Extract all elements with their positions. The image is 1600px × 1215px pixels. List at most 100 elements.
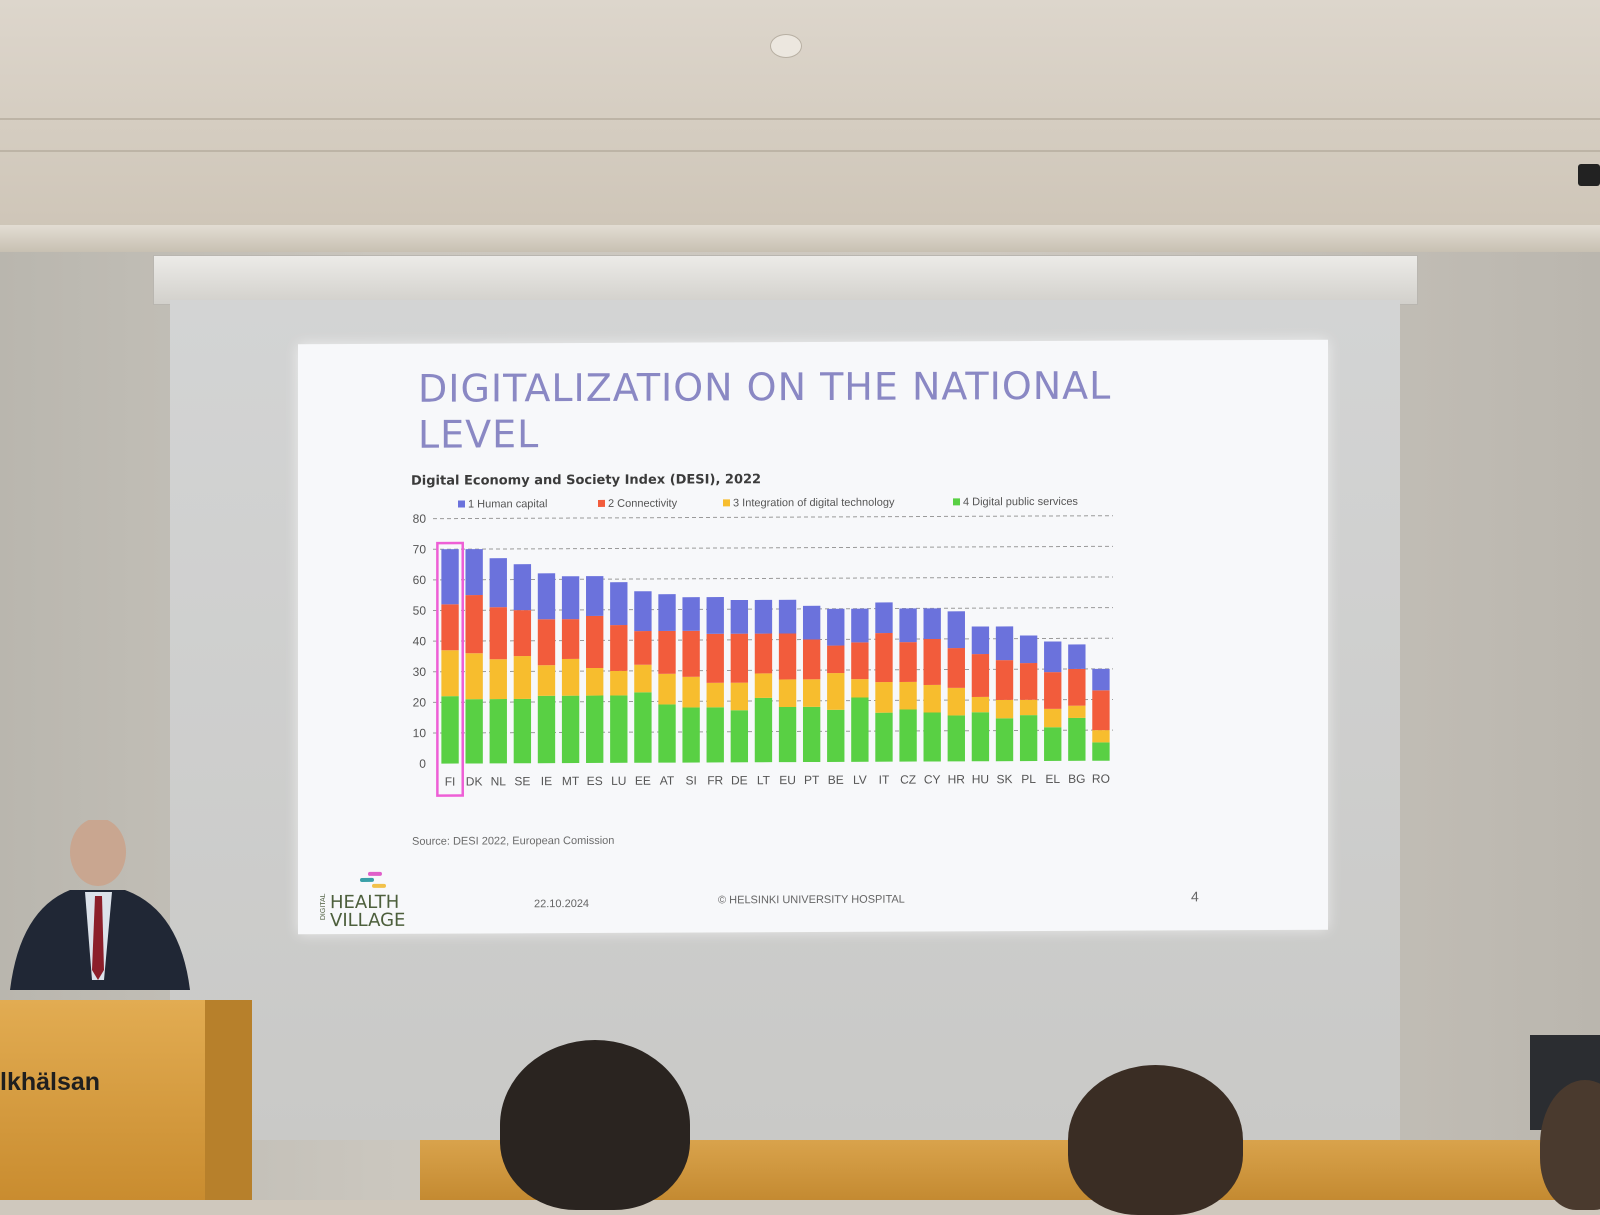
bar-segment [1019, 699, 1038, 716]
bar-segment [610, 670, 628, 696]
podium-side [205, 1000, 252, 1200]
bar-segment [730, 633, 749, 683]
bar-segment [995, 699, 1014, 719]
x-tick-label: SK [997, 772, 1013, 786]
bar-segment [441, 549, 459, 605]
bar-segment [441, 696, 459, 764]
bar-segment [658, 594, 676, 631]
bar-segment [1068, 668, 1086, 706]
x-tick-label: EU [779, 773, 796, 787]
x-tick-label: CY [924, 772, 941, 786]
y-axis-ticks: 0 10 20 30 40 50 60 70 80 [413, 512, 427, 771]
x-tick-label: FI [445, 775, 456, 789]
bar-segment [658, 704, 676, 763]
bar-segment [1019, 715, 1038, 762]
bar-segment [1068, 717, 1086, 761]
projector-screen-housing [153, 255, 1418, 305]
bar-segment [513, 610, 532, 657]
slide-date: 22.10.2024 [534, 897, 590, 911]
bar-segment [465, 595, 483, 654]
bar-segment [802, 679, 821, 707]
x-tick-label: DE [731, 773, 748, 787]
bar-segment [682, 597, 700, 631]
y-tick-label: 60 [413, 573, 427, 587]
y-tick-label: 10 [413, 726, 427, 740]
bar-segment [465, 699, 483, 764]
x-tick-label: NL [491, 774, 507, 788]
bar-segment [923, 712, 941, 762]
y-tick-label: 20 [413, 695, 427, 709]
x-tick-label: EL [1045, 772, 1060, 786]
ceiling-rail [0, 225, 1600, 253]
y-tick-label: 0 [419, 757, 426, 771]
y-tick-label: 70 [413, 542, 427, 556]
bar-segment [706, 682, 724, 708]
bar-segment [561, 619, 580, 659]
bar-segment [537, 573, 556, 620]
x-tick-label: MT [562, 774, 580, 788]
bar-segment [586, 615, 604, 669]
bar-segment [851, 642, 869, 680]
bar-segment [465, 653, 483, 700]
bar-segment [537, 665, 556, 696]
bar-segment [971, 712, 990, 762]
bar-segment [634, 591, 652, 632]
bar-segment [1044, 727, 1062, 761]
bar-segment [441, 650, 459, 697]
ceiling [0, 0, 1600, 250]
bar-segment [610, 695, 628, 763]
bar-segment [1044, 708, 1062, 728]
x-tick-label: DK [466, 774, 483, 788]
bar-segment [586, 576, 604, 616]
bar-segment [634, 692, 652, 763]
bar-segment [947, 715, 965, 762]
audience-head [1068, 1065, 1243, 1215]
bar-segment [923, 684, 941, 713]
signpost-icon [368, 871, 382, 876]
x-tick-label: PL [1021, 772, 1036, 786]
y-tick-label: 50 [413, 604, 427, 618]
ceiling-seam [0, 150, 1600, 152]
bar-segment [658, 630, 676, 674]
x-tick-label: EE [635, 774, 651, 788]
signpost-icon [360, 877, 374, 882]
gridline [433, 576, 1113, 581]
bar-segment [1092, 690, 1110, 731]
x-tick-label: SI [685, 774, 696, 788]
bar-segment [513, 564, 532, 611]
x-tick-label: PT [804, 773, 820, 787]
ceiling-seam [0, 118, 1600, 120]
x-tick-label: FR [707, 773, 723, 787]
x-tick-label: HR [948, 772, 966, 786]
bar-segment [610, 624, 628, 672]
gridline [433, 545, 1113, 550]
slide-page-number: 4 [1191, 888, 1199, 905]
bar-segment [513, 656, 532, 699]
podium-brand-text: lkhälsan [0, 1068, 101, 1096]
audience-head [500, 1040, 690, 1210]
bar-segment [778, 599, 797, 634]
bar-segment [947, 648, 965, 688]
bar-segment [1019, 663, 1038, 700]
bar-segment [610, 582, 628, 626]
bar-segment [971, 654, 990, 697]
x-tick-label: IT [879, 773, 890, 787]
bar-segment [1092, 668, 1110, 691]
speaker-tie [92, 896, 104, 980]
bar-segment [827, 608, 845, 646]
bar-segment [682, 676, 700, 708]
x-tick-label: BE [828, 773, 844, 787]
bar-segment [875, 682, 893, 713]
presentation-slide: DIGITALIZATION ON THE NATIONAL LEVEL Dig… [298, 339, 1328, 935]
bar-segment [802, 605, 821, 640]
bar-segment [778, 679, 797, 708]
bar-segment [995, 626, 1014, 661]
x-tick-label: ES [587, 774, 603, 788]
bar-segment [561, 695, 580, 764]
bar-segment [971, 696, 990, 713]
x-tick-label: LV [853, 773, 867, 787]
bar-segment [730, 710, 749, 763]
bar-segment [586, 667, 604, 696]
bar-segment [634, 631, 652, 665]
bar-segment [586, 695, 604, 763]
